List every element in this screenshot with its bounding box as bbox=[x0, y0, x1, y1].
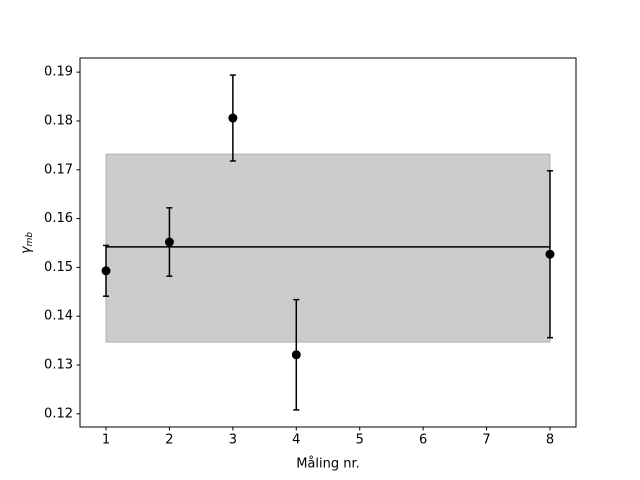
y-tick-label: 0.14 bbox=[44, 309, 73, 324]
plot-frame bbox=[79, 57, 577, 428]
band bbox=[105, 153, 551, 343]
x-tick-label: 3 bbox=[229, 433, 237, 448]
x-tick-label: 1 bbox=[102, 433, 110, 448]
y-tick-label: 0.12 bbox=[44, 406, 73, 421]
y-tick-label: 0.16 bbox=[44, 211, 73, 226]
x-tick-label: 4 bbox=[292, 433, 300, 448]
y-tick-label: 0.17 bbox=[44, 162, 73, 177]
y-tick-label: 0.18 bbox=[44, 113, 73, 128]
y-tick-label: 0.19 bbox=[44, 65, 73, 80]
x-axis-label: Måling nr. bbox=[296, 457, 360, 472]
point bbox=[228, 113, 238, 123]
point bbox=[164, 237, 174, 247]
point bbox=[545, 249, 555, 259]
y-axis-label-sub: mb bbox=[25, 232, 35, 247]
x-tick-label: 2 bbox=[165, 433, 173, 448]
y-tick-label: 0.15 bbox=[44, 260, 73, 275]
y-axis-label: γmb bbox=[19, 232, 35, 254]
x-tick-label: 5 bbox=[356, 433, 364, 448]
point bbox=[101, 266, 111, 276]
y-axis-label-main: γ bbox=[19, 245, 34, 254]
y-tick-label: 0.13 bbox=[44, 358, 73, 373]
x-tick-label: 6 bbox=[419, 433, 427, 448]
point bbox=[291, 350, 301, 360]
x-tick-label: 8 bbox=[546, 433, 554, 448]
x-tick-label: 7 bbox=[482, 433, 490, 448]
